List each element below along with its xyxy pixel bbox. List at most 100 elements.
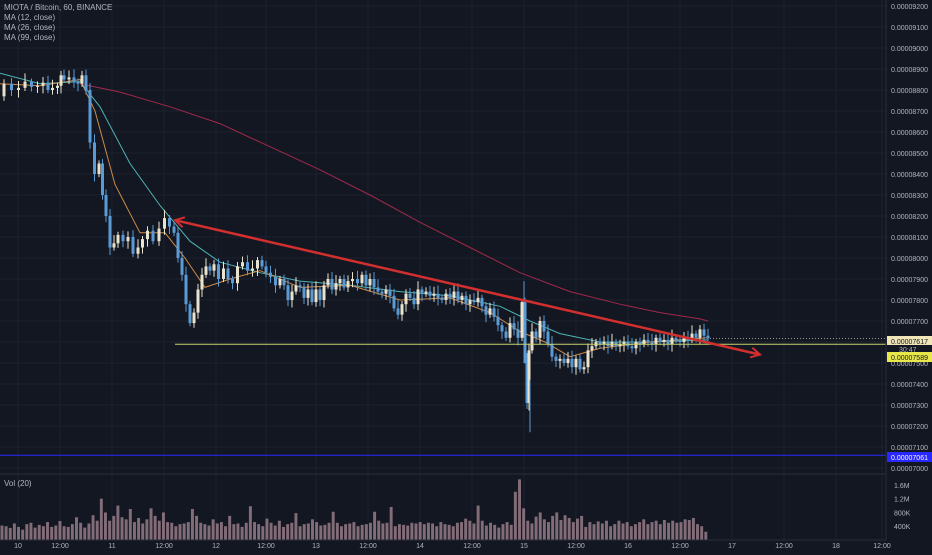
candle-body bbox=[376, 287, 380, 292]
volume-axis[interactable]: 1.6M 1.2M 800K 400K bbox=[894, 483, 911, 531]
volume-bar bbox=[468, 520, 472, 540]
trendline-start-arrow bbox=[172, 216, 186, 228]
volume-bar bbox=[389, 506, 393, 540]
price-tick-label: 0.00008300 bbox=[891, 193, 928, 200]
volume-bar bbox=[348, 523, 352, 540]
volume-tick-label: 1.2M bbox=[894, 497, 910, 504]
candle-body bbox=[260, 260, 264, 267]
candle-body bbox=[468, 300, 472, 305]
volume-bar bbox=[460, 522, 464, 540]
volume-bar bbox=[580, 515, 584, 540]
volume-bar bbox=[356, 526, 360, 540]
volume-bar bbox=[385, 522, 389, 540]
price-tick-label: 0.00007200 bbox=[891, 424, 928, 431]
price-tick-label: 0.00008200 bbox=[891, 214, 928, 221]
volume-bar bbox=[638, 522, 642, 540]
volume-bar bbox=[269, 522, 273, 540]
volume-bar bbox=[211, 519, 215, 540]
price-tick-label: 0.00008400 bbox=[891, 172, 928, 179]
candle-body bbox=[578, 358, 582, 370]
volume-bar bbox=[244, 522, 248, 540]
volume-bar bbox=[319, 525, 323, 540]
ma26-path bbox=[0, 72, 709, 343]
volume-bar bbox=[526, 520, 530, 540]
volume-bar bbox=[104, 512, 107, 540]
candle-body bbox=[428, 291, 432, 296]
volume-bar bbox=[497, 527, 501, 540]
candle-body bbox=[412, 297, 416, 305]
volume-bar bbox=[311, 519, 314, 540]
price-tick-label: 0.00008500 bbox=[891, 151, 928, 158]
candle-body bbox=[286, 285, 290, 300]
volume-bar bbox=[484, 525, 488, 540]
ma99-legend[interactable]: MA (99, close) bbox=[4, 33, 56, 42]
volume-bar bbox=[381, 523, 385, 540]
candle-body bbox=[574, 358, 578, 368]
candle-body bbox=[602, 342, 606, 345]
candle-body bbox=[364, 274, 368, 286]
candle-body bbox=[566, 358, 570, 363]
candle-body bbox=[163, 218, 166, 229]
time-axis[interactable]: 10 12:00 11 12:00 12 12:00 13 12:00 14 12:00 15 12:… bbox=[14, 543, 891, 550]
candle-body bbox=[131, 237, 135, 254]
volume-bar bbox=[588, 522, 592, 540]
time-tick-label: 18 bbox=[832, 543, 840, 550]
volume-legend[interactable]: Vol (20) bbox=[4, 479, 32, 488]
volume-bar bbox=[203, 524, 207, 540]
symbol-label[interactable]: MIOTA / Bitcoin, 60, BINANCE bbox=[4, 3, 113, 12]
candle-body bbox=[562, 358, 566, 363]
time-tick-label: 12:00 bbox=[463, 543, 481, 550]
drawings[interactable] bbox=[0, 216, 886, 456]
ma99-line bbox=[79, 83, 709, 322]
candle-body bbox=[508, 323, 512, 338]
candle-body bbox=[282, 279, 286, 286]
volume-bar bbox=[17, 526, 21, 540]
time-tick-label: 11 bbox=[108, 543, 115, 550]
candle-body bbox=[208, 266, 212, 271]
volume-bar bbox=[282, 526, 285, 540]
blue-line-tag bbox=[887, 452, 932, 462]
volume-bar bbox=[124, 519, 128, 540]
price-tick-label: 0.00009200 bbox=[891, 4, 928, 11]
ma26-legend[interactable]: MA (26, close) bbox=[4, 23, 56, 32]
volume-bar bbox=[286, 524, 290, 540]
volume-bar bbox=[33, 527, 37, 540]
ma12-legend[interactable]: MA (12, close) bbox=[4, 13, 56, 22]
candle-body bbox=[534, 331, 538, 338]
volume-bar bbox=[489, 522, 493, 540]
volume-bar bbox=[675, 522, 679, 540]
volume-bar bbox=[174, 526, 178, 540]
volume-bar bbox=[87, 523, 91, 540]
candle-body bbox=[17, 87, 20, 90]
volume-bar bbox=[58, 521, 62, 540]
candle-body bbox=[404, 293, 408, 305]
candle-body bbox=[432, 293, 436, 296]
candle-body bbox=[500, 325, 504, 332]
volume-bar bbox=[373, 511, 377, 540]
volume-bar bbox=[4, 526, 8, 540]
time-tick-label: 12:00 bbox=[51, 543, 69, 550]
volume-bar bbox=[377, 520, 381, 540]
candle-body bbox=[416, 289, 420, 305]
candle-body bbox=[670, 337, 674, 345]
candle-body bbox=[400, 304, 404, 315]
candle-body bbox=[290, 291, 294, 300]
volume-bar bbox=[555, 512, 559, 540]
candle-body bbox=[698, 329, 702, 338]
candle-body bbox=[330, 279, 334, 290]
volume-bar bbox=[397, 524, 401, 540]
time-tick-label: 16 bbox=[624, 543, 632, 550]
candle-body bbox=[392, 295, 396, 309]
time-tick-label: 12:00 bbox=[567, 543, 585, 550]
candle-body bbox=[84, 75, 88, 90]
candle-body bbox=[356, 279, 359, 284]
chart-legend[interactable]: MIOTA / Bitcoin, 60, BINANCE MA (12, clo… bbox=[4, 3, 112, 43]
volume-bar bbox=[609, 526, 613, 540]
volume-bar bbox=[70, 524, 74, 540]
volume-bar bbox=[642, 519, 646, 540]
candle-body bbox=[368, 279, 372, 286]
price-axis-bg bbox=[886, 0, 932, 540]
volume-bar bbox=[352, 522, 356, 540]
